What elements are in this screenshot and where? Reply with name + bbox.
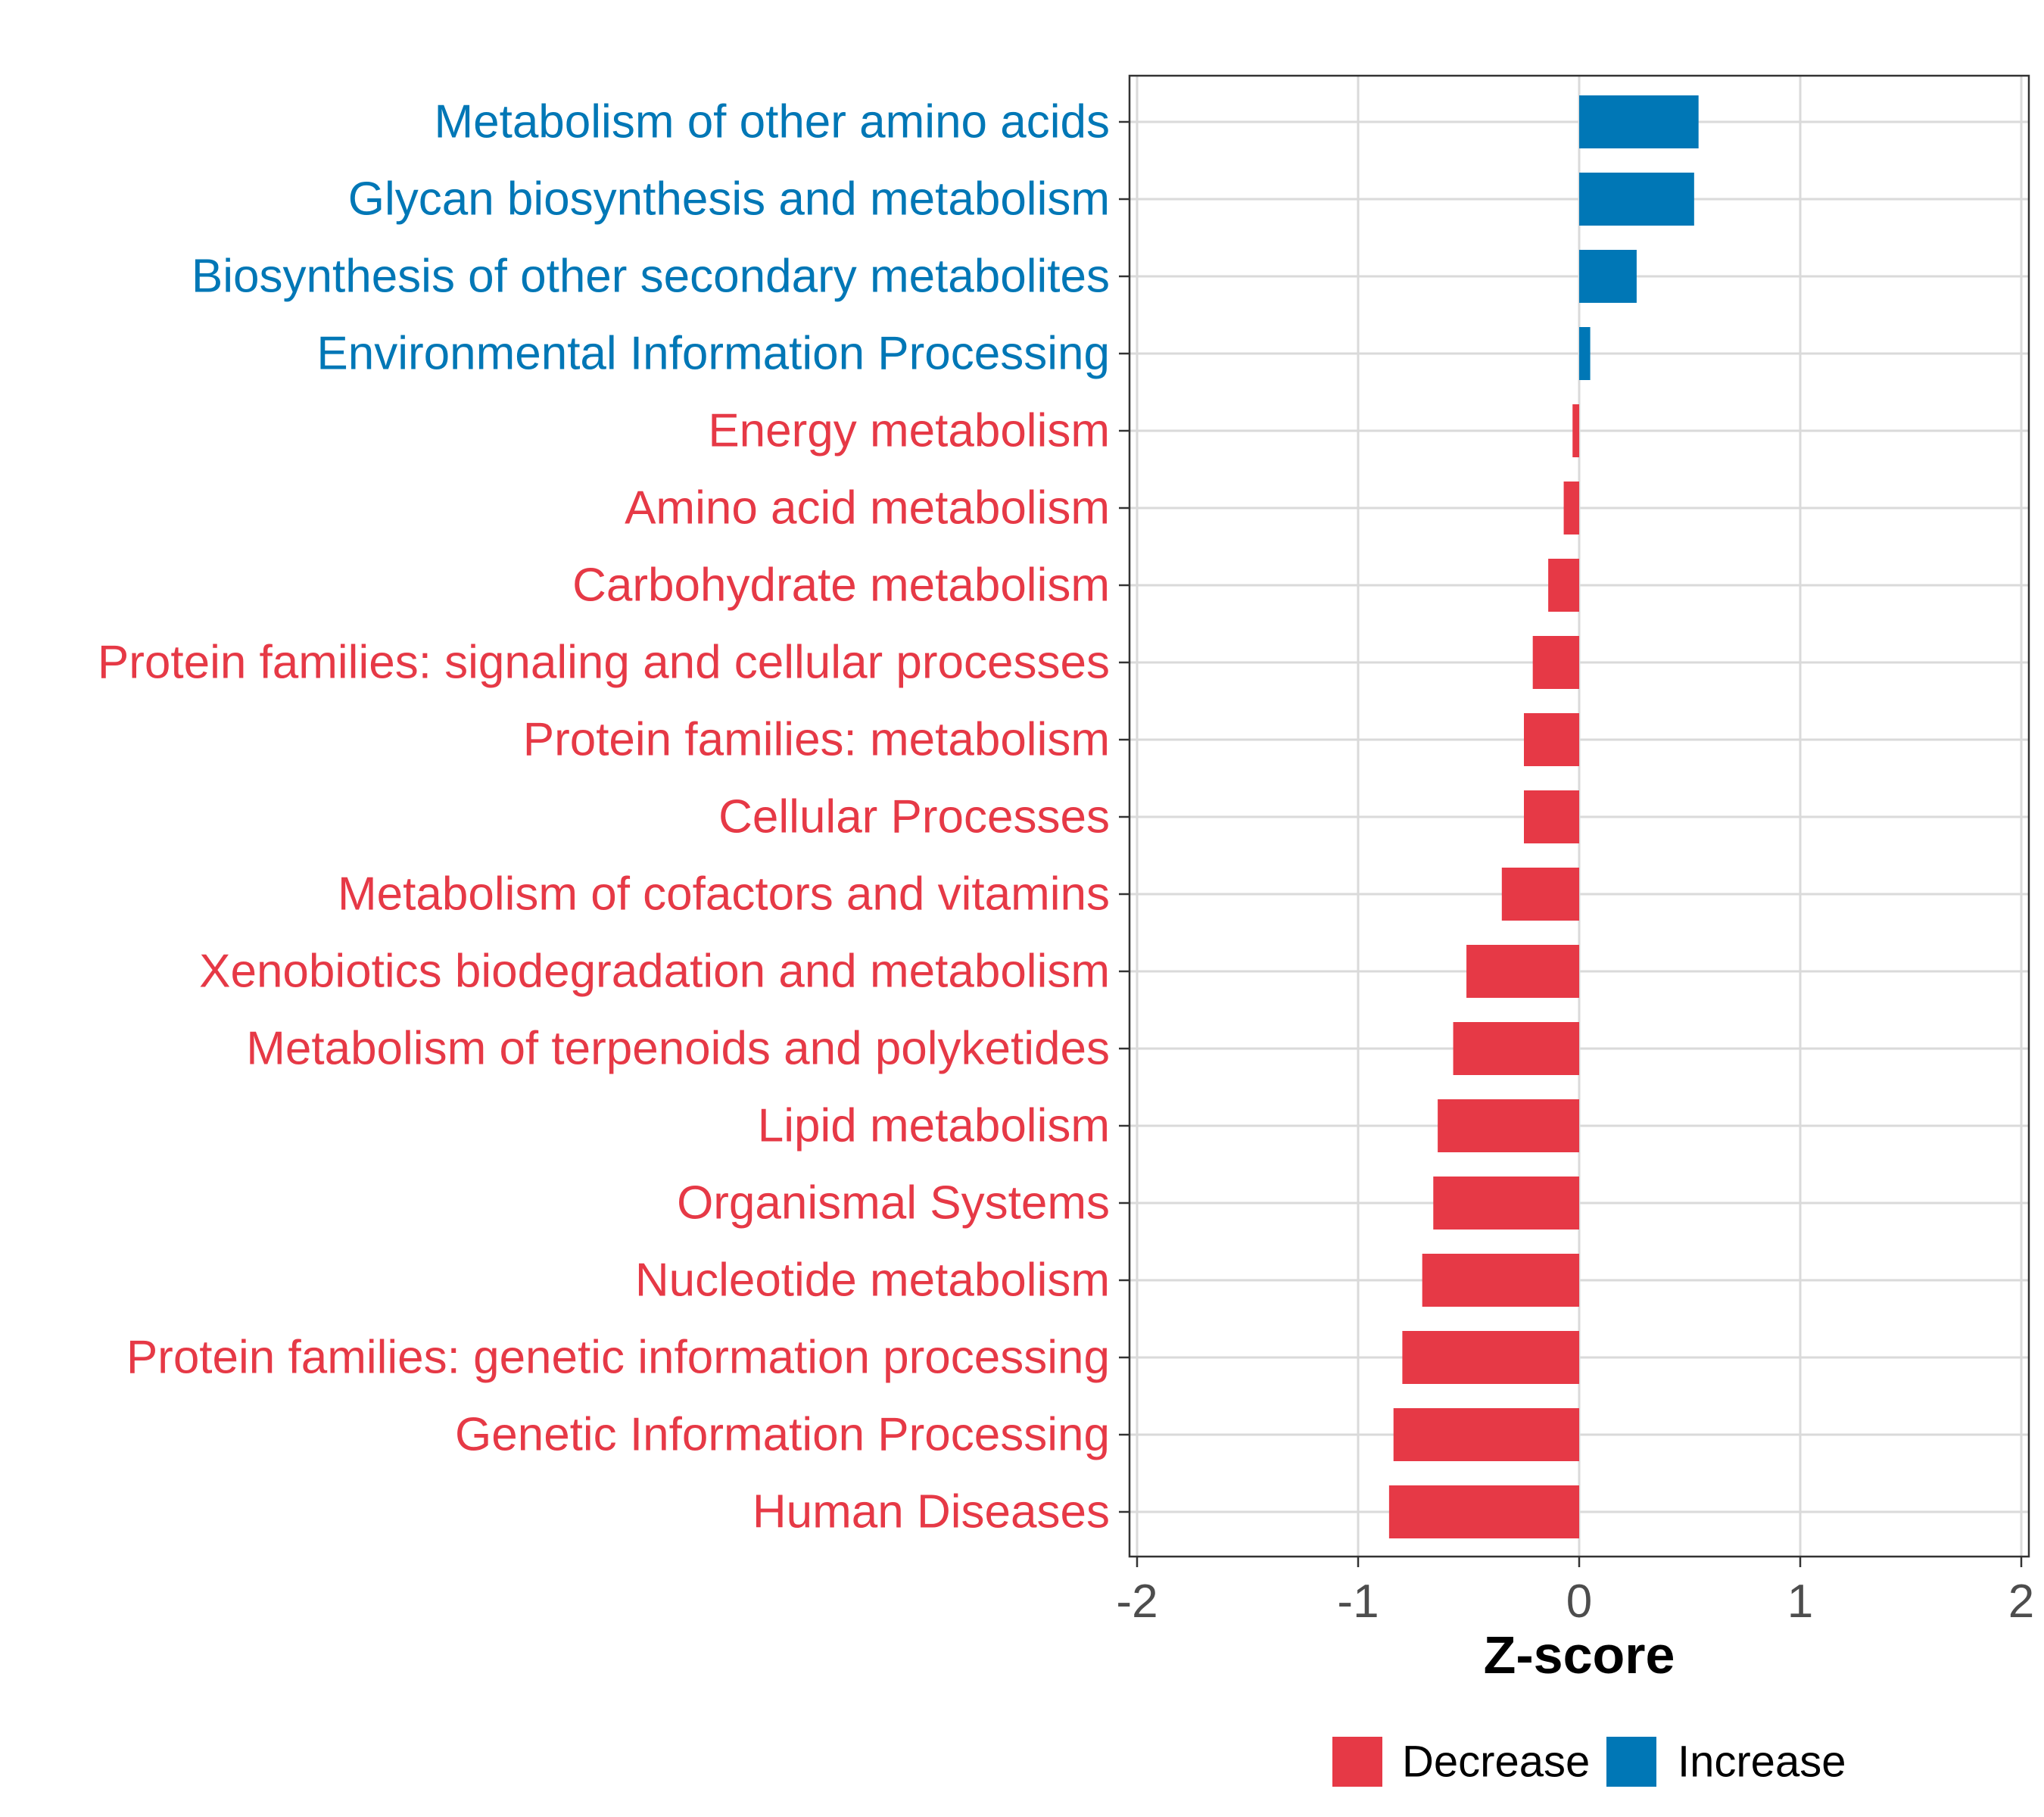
bar-11 xyxy=(1466,945,1579,998)
legend-swatch-increase xyxy=(1606,1737,1656,1787)
category-label-17: Genetic Information Processing xyxy=(455,1409,1110,1461)
bar-9 xyxy=(1524,790,1579,843)
category-label-10: Metabolism of cofactors and vitamins xyxy=(338,868,1110,921)
x-tick-label-2: 0 xyxy=(1566,1575,1592,1628)
category-label-11: Xenobiotics biodegradation and metabolis… xyxy=(199,946,1110,998)
category-label-2: Biosynthesis of other secondary metaboli… xyxy=(192,251,1110,303)
legend-label-decrease: Decrease xyxy=(1402,1738,1590,1787)
bar-0 xyxy=(1579,95,1699,148)
x-tick-label-1: -1 xyxy=(1337,1575,1379,1628)
bar-5 xyxy=(1563,482,1579,535)
category-label-3: Environmental Information Processing xyxy=(316,328,1110,380)
y-axis-category-labels: Metabolism of other amino acids Glycan bi… xyxy=(98,96,1110,1538)
x-axis-title: Z-score xyxy=(1484,1625,1675,1685)
x-tick-label-0: -2 xyxy=(1116,1575,1158,1628)
bar-1 xyxy=(1579,173,1694,226)
bar-10 xyxy=(1501,868,1579,921)
category-label-4: Energy metabolism xyxy=(708,405,1110,457)
category-label-14: Organismal Systems xyxy=(677,1177,1110,1230)
bar-15 xyxy=(1422,1254,1579,1307)
category-label-8: Protein families: metabolism xyxy=(523,714,1110,766)
category-label-12: Metabolism of terpenoids and polyketides xyxy=(246,1023,1110,1075)
x-tick-label-4: 2 xyxy=(2008,1575,2034,1628)
bar-8 xyxy=(1524,713,1579,766)
category-label-5: Amino acid metabolism xyxy=(625,482,1110,535)
category-label-6: Carbohydrate metabolism xyxy=(572,559,1110,612)
bar-12 xyxy=(1453,1022,1579,1075)
category-label-13: Lipid metabolism xyxy=(758,1100,1110,1152)
x-axis-tick-labels: -2 -1 0 1 2 xyxy=(1116,1575,2034,1628)
x-tick-label-3: 1 xyxy=(1787,1575,1813,1628)
category-label-7: Protein families: signaling and cellular… xyxy=(98,637,1110,689)
y-axis-ticks xyxy=(1119,120,1129,1513)
category-label-1: Glycan biosynthesis and metabolism xyxy=(348,173,1110,226)
bar-7 xyxy=(1532,636,1579,689)
bar-18 xyxy=(1388,1485,1579,1538)
category-label-18: Human Diseases xyxy=(752,1486,1110,1538)
bar-16 xyxy=(1402,1331,1579,1384)
category-label-15: Nucleotide metabolism xyxy=(635,1254,1110,1307)
category-label-0: Metabolism of other amino acids xyxy=(434,96,1110,148)
bar-13 xyxy=(1438,1099,1579,1152)
legend-label-increase: Increase xyxy=(1678,1738,1846,1787)
bar-4 xyxy=(1572,404,1579,457)
x-axis-ticks xyxy=(1136,1557,2023,1567)
category-label-9: Cellular Processes xyxy=(718,791,1110,843)
category-label-16: Protein families: genetic information pr… xyxy=(126,1332,1110,1384)
bar-3 xyxy=(1579,327,1591,380)
legend: Decrease Increase xyxy=(1332,1737,1846,1787)
legend-swatch-decrease xyxy=(1332,1737,1382,1787)
bar-2 xyxy=(1579,250,1637,303)
bars xyxy=(1388,95,1699,1538)
bar-14 xyxy=(1433,1177,1579,1230)
bar-6 xyxy=(1548,559,1579,612)
bar-17 xyxy=(1393,1408,1579,1461)
